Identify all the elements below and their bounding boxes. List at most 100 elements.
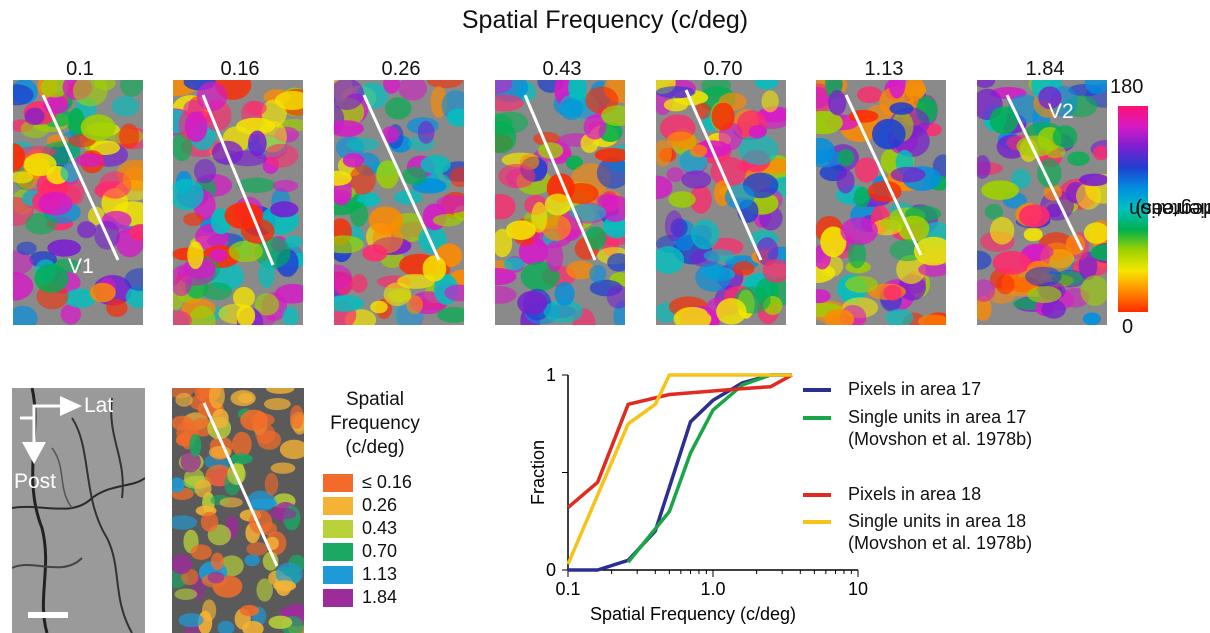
- orientation-blob: [668, 191, 696, 208]
- orientation-blob: [871, 118, 906, 150]
- orientation-blob: [75, 153, 104, 168]
- orientation-blob: [505, 220, 536, 240]
- chart-legend-label-line1: Pixels in area 18: [848, 484, 982, 504]
- orientation-blob: [284, 235, 303, 248]
- orientation-map-5: [816, 80, 946, 325]
- orientation-blob: [398, 80, 428, 101]
- orientation-blob: [334, 264, 352, 290]
- orientation-blob: [885, 308, 914, 325]
- x-tick-label: 0.1: [555, 579, 580, 599]
- orientation-blob: [72, 80, 108, 107]
- orientation-blob: [495, 267, 517, 286]
- orientation-blob: [589, 264, 607, 283]
- sf-legend-swatch: [323, 566, 353, 584]
- orientation-blob: [124, 268, 143, 291]
- orientation-blob: [656, 86, 696, 99]
- orientation-map-4: [656, 80, 786, 325]
- orientation-blob: [1079, 173, 1107, 187]
- y-axis-label: Fraction: [528, 440, 548, 505]
- sf-blob: [172, 554, 192, 575]
- orientation-blob: [376, 160, 400, 189]
- sf-blob: [208, 388, 225, 409]
- sf-blob: [211, 408, 229, 429]
- orientation-blob: [1092, 145, 1107, 161]
- sf-label-4: 0.70: [703, 58, 743, 80]
- sf-label-6: 1.84: [1025, 58, 1065, 80]
- orientation-map-2: [334, 80, 464, 325]
- orientation-blob: [977, 80, 996, 88]
- orientation-blob: [1076, 182, 1102, 210]
- orientation-blob: [111, 96, 140, 117]
- colorbar-min-label: 0: [1122, 316, 1134, 338]
- chart-legend-label: Pixels in area 17: [848, 378, 981, 400]
- sf-blob: [268, 615, 293, 630]
- orientation-blob: [888, 80, 906, 99]
- orientation-blob: [342, 153, 365, 168]
- orientation-blob: [346, 137, 380, 152]
- orientation-blob: [1045, 203, 1063, 218]
- v1-v2-border-line: [1005, 94, 1084, 251]
- orientation-blob: [193, 158, 217, 184]
- orientation-blob: [432, 214, 463, 227]
- sf-blob: [178, 613, 204, 628]
- orientation-blob: [738, 134, 779, 166]
- orientation-blob: [673, 306, 712, 325]
- orientation-blob: [1037, 158, 1062, 188]
- orientation-blob: [370, 300, 388, 314]
- orientation-blob: [187, 241, 204, 270]
- sf-blob: [207, 571, 225, 584]
- chart-legend-line: [803, 388, 831, 392]
- orientation-blob: [883, 284, 902, 301]
- orientation-blob: [1025, 266, 1062, 287]
- colorbar-axis-line2: (degrees): [1135, 198, 1210, 220]
- orientation-blob: [918, 262, 946, 277]
- orientation-blob: [13, 305, 38, 325]
- orientation-blob: [896, 254, 926, 285]
- cumulative-sf-chart: 0.1 1.0 10 0 1 Spatial Frequency (c/deg) Fract…: [528, 365, 868, 624]
- orientation-blob: [1038, 86, 1062, 110]
- orientation-map-0: [13, 80, 143, 325]
- orientation-blob: [503, 257, 525, 271]
- orientation-blob: [270, 201, 299, 218]
- sf-blob: [264, 472, 279, 496]
- sf-blob: [266, 388, 295, 394]
- orientation-blob: [89, 282, 116, 303]
- orientation-blob: [437, 306, 464, 323]
- orientation-blob: [1080, 275, 1107, 307]
- orientation-blob: [435, 195, 464, 213]
- orientation-blob: [381, 126, 400, 144]
- orientation-blob: [711, 102, 735, 131]
- orientation-blob: [237, 177, 276, 193]
- orientation-blob: [368, 206, 404, 235]
- sf-blob: [246, 541, 268, 556]
- orientation-blob: [981, 180, 1019, 200]
- orientation-blob: [854, 157, 879, 183]
- orientation-blob: [890, 166, 926, 183]
- orientation-blob: [816, 137, 835, 164]
- orientation-blob: [209, 248, 228, 262]
- sf-label-3: 0.43: [542, 58, 582, 80]
- orientation-blob: [596, 157, 625, 189]
- sf-blob: [249, 498, 278, 509]
- orientation-blob: [13, 250, 34, 276]
- orientation-blob: [889, 102, 914, 115]
- orientation-map-drawing: [816, 80, 946, 325]
- orientation-blob: [824, 309, 855, 325]
- orientation-blob: [701, 80, 731, 97]
- sf-blob: [172, 515, 198, 530]
- orientation-blob: [232, 286, 255, 309]
- orientation-blob: [422, 255, 447, 282]
- orientation-blob: [47, 239, 82, 257]
- orientation-blob: [596, 194, 619, 207]
- orientation-map-1: [173, 80, 303, 325]
- orientation-blob: [984, 203, 1003, 220]
- v1-v2-border-line: [41, 94, 120, 261]
- orientation-blob: [880, 215, 906, 231]
- sf-legend-title-line1: Spatial: [345, 389, 405, 410]
- orientation-blob: [853, 186, 871, 208]
- orientation-blob: [495, 193, 516, 220]
- sf-legend-label: 0.43: [362, 518, 398, 538]
- orientation-blob: [666, 167, 685, 182]
- sf-blob: [174, 588, 198, 600]
- sf-label-1: 0.16: [220, 58, 260, 80]
